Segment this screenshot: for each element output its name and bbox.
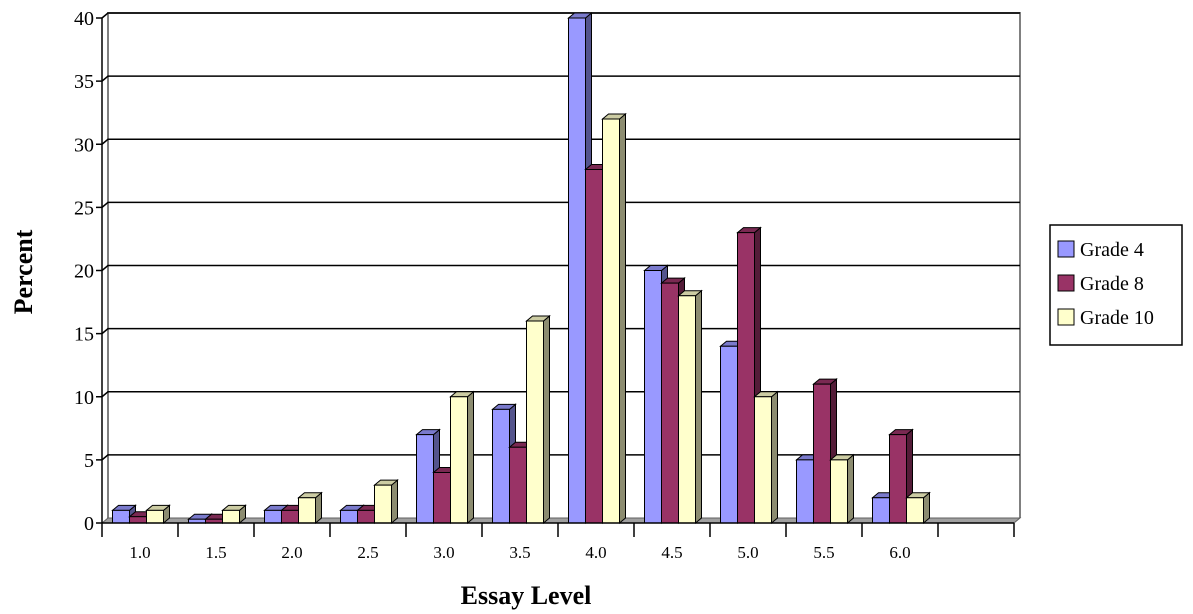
x-tick-label: 2.0 [281,543,302,562]
bar-grade-10-4.0 [601,112,627,525]
axes: 0 5 10 15 20 25 30 35 40 1.0 1.5 2.0 2.5 3.0 3.5 4.0 4.5… [74,8,1015,562]
y-tick-label: 5 [84,450,94,472]
legend-swatch-grade-8 [1057,274,1075,292]
y-tick-label: 0 [84,513,94,535]
grid-lines [101,12,1021,518]
y-tick-label: 15 [74,324,94,346]
gridline [101,12,1020,19]
legend: Grade 4 Grade 8 Grade 10 [1049,224,1183,346]
x-tick-label: 2.5 [357,543,378,562]
x-tick-label: 6.0 [889,543,910,562]
y-tick-label: 40 [74,8,94,30]
x-tick-label: 4.5 [661,543,682,562]
gridline [101,264,1020,272]
x-tick-label: 3.0 [433,543,454,562]
y-axis-title: Percent [9,229,38,314]
bar-grade-10-1.0 [145,504,171,525]
x-tick-label: 5.5 [813,543,834,562]
bars [111,11,931,525]
y-tick-label: 35 [74,71,94,93]
x-tick-label: 4.0 [585,543,606,562]
bar-grade-10-6.0 [905,491,931,525]
x-tick-label: 1.5 [205,543,226,562]
bar-grade-10-3.0 [449,390,475,525]
legend-label-grade-10: Grade 10 [1080,307,1154,329]
legend-swatch-grade-10 [1057,308,1075,326]
gridline [101,75,1020,82]
legend-label-grade-8: Grade 8 [1080,273,1144,295]
legend-label-grade-4: Grade 4 [1080,239,1144,261]
y-tick-label: 20 [74,261,94,283]
x-tick-label: 5.0 [737,543,758,562]
y-tick-label: 10 [74,387,94,409]
bar-grade-10-2.0 [297,491,323,525]
bar-grade-10-5.5 [829,453,855,525]
bar-grade-10-5.0 [753,390,779,525]
y-tick-label: 30 [74,134,94,156]
bar-grade-10-1.5 [221,504,247,525]
bar-grade-10-3.5 [525,314,551,525]
gridline [101,327,1020,335]
x-axis-title: Essay Level [461,581,592,610]
x-tick-label: 1.0 [129,543,150,562]
bar-grade-4-2.0 [263,504,289,525]
gridline [101,391,1020,398]
bar-grade-10-2.5 [373,479,399,525]
bar-grade-10-4.5 [677,289,703,525]
gridline [101,138,1020,145]
gridline [101,201,1020,208]
gridline [101,454,1020,461]
x-tick-label: 3.5 [509,543,530,562]
legend-swatch-grade-4 [1057,240,1075,258]
y-tick-label: 25 [74,197,94,219]
